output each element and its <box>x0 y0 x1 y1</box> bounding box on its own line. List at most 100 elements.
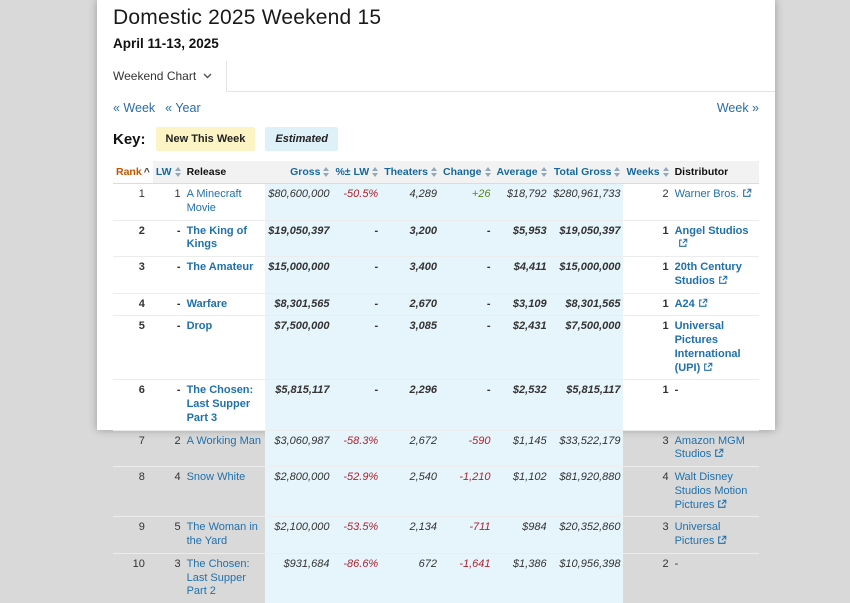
column-header-theaters[interactable]: Theaters <box>381 161 440 184</box>
release-link[interactable]: Snow White <box>186 471 246 483</box>
distributor-link[interactable]: Universal Pictures International (UPI) <box>674 320 741 374</box>
weeks-cell: 1 <box>623 315 672 380</box>
release-link[interactable]: The Woman in the Yard <box>186 521 258 547</box>
weekend-box-office-table: Rank ^ LW Release Gross %± LW Theaters Ch… <box>113 161 759 603</box>
release-link[interactable]: A Working Man <box>186 434 261 447</box>
column-header-weeks[interactable]: Weeks <box>623 161 672 184</box>
column-header-rank[interactable]: Rank ^ <box>113 161 153 184</box>
total-gross-cell: $15,000,000 <box>549 256 624 293</box>
release-link[interactable]: The Chosen: Last Supper Part 2 <box>186 557 250 598</box>
change-cell: - <box>440 256 494 293</box>
key-legend: Key: New This Week Estimated <box>113 127 759 151</box>
distributor-cell: Angel Studios <box>671 219 759 257</box>
distributor-link[interactable]: Angel Studios <box>675 225 749 251</box>
table-row: 1 1 A Minecraft Movie $80,600,000 -50.5%… <box>113 183 759 221</box>
distributor-cell: Universal Pictures International (UPI) <box>671 315 759 380</box>
release-link[interactable]: The King of Kings <box>186 224 248 251</box>
table-row: 9 5 The Woman in the Yard $2,100,000 -53… <box>113 516 759 554</box>
column-header-total-gross[interactable]: Total Gross <box>549 161 624 184</box>
sort-icon <box>372 167 379 178</box>
distributor-link[interactable]: Universal Pictures <box>675 521 728 547</box>
total-gross-cell: $20,352,860 <box>549 516 624 554</box>
table-row: 10 3 The Chosen: Last Supper Part 2 $931… <box>113 552 759 603</box>
rank-cell: 10 <box>113 552 153 603</box>
distributor-cell: Walt Disney Studios Motion Pictures <box>671 465 759 517</box>
key-badge-new-this-week: New This Week <box>155 127 256 151</box>
column-header-average[interactable]: Average <box>493 161 550 184</box>
tab-weekend-chart[interactable]: Weekend Chart <box>97 61 228 92</box>
change-cell: -711 <box>440 516 494 554</box>
theaters-cell: 3,200 <box>381 219 440 257</box>
total-gross-cell: $10,956,398 <box>549 552 624 603</box>
distributor-link[interactable]: A24 <box>675 298 708 310</box>
distributor-cell: Universal Pictures <box>671 516 759 554</box>
rank-cell: 4 <box>113 292 153 316</box>
release-link[interactable]: The Chosen: Last Supper Part 3 <box>186 384 254 424</box>
average-cell: $5,953 <box>493 219 550 257</box>
lw-cell: 3 <box>152 552 184 603</box>
release-cell: Drop <box>183 315 266 380</box>
release-cell: A Minecraft Movie <box>184 184 266 221</box>
distributor-link: - <box>674 557 679 570</box>
theaters-cell: 2,134 <box>381 516 440 554</box>
release-link[interactable]: Drop <box>186 320 213 333</box>
lw-cell: - <box>152 219 184 257</box>
chevron-down-icon <box>203 73 212 79</box>
gross-cell: $931,684 <box>265 552 333 603</box>
release-link[interactable]: A Minecraft Movie <box>186 188 242 214</box>
theaters-cell: 2,672 <box>381 429 440 467</box>
column-header-gross[interactable]: Gross <box>265 161 333 184</box>
pct-lw-cell: - <box>332 256 382 293</box>
lw-cell: 5 <box>152 516 184 554</box>
distributor-link[interactable]: Walt Disney Studios Motion Pictures <box>674 471 748 511</box>
column-header-lw[interactable]: LW <box>152 161 184 184</box>
theaters-cell: 4,289 <box>381 183 440 220</box>
external-link-icon <box>719 275 728 284</box>
release-cell: Snow White <box>183 465 266 517</box>
distributor-link[interactable]: 20th Century Studios <box>674 261 742 287</box>
release-link[interactable]: Warfare <box>186 297 228 310</box>
change-cell: - <box>440 315 494 380</box>
nav-week-forward-link[interactable]: Week » <box>716 101 759 115</box>
column-header-pct-lw[interactable]: %± LW <box>332 161 382 184</box>
theaters-cell: 2,540 <box>381 465 440 517</box>
distributor-cell: - <box>671 552 759 603</box>
release-link[interactable]: The Amateur <box>186 261 254 273</box>
distributor-link[interactable]: Warner Bros. <box>675 188 752 200</box>
change-cell: - <box>440 292 494 316</box>
theaters-cell: 3,400 <box>381 256 440 293</box>
rank-cell: 1 <box>138 188 145 200</box>
average-cell: $1,386 <box>493 552 550 603</box>
external-link-icon <box>718 535 727 544</box>
external-link-icon <box>704 362 713 371</box>
sort-icon <box>174 167 181 178</box>
external-link-icon <box>718 499 727 508</box>
release-cell: The Chosen: Last Supper Part 3 <box>183 379 266 430</box>
average-cell: $2,532 <box>493 379 550 430</box>
lw-cell: - <box>152 256 184 293</box>
sort-icon <box>662 167 669 178</box>
total-gross-cell: $5,815,117 <box>549 379 624 430</box>
gross-cell: $2,100,000 <box>265 516 333 554</box>
external-link-icon <box>678 238 687 248</box>
distributor-cell: Warner Bros. <box>672 184 759 221</box>
table-row: 6 - The Chosen: Last Supper Part 3 $5,81… <box>113 379 759 430</box>
theaters-cell: 2,670 <box>381 292 440 316</box>
weeks-cell: 2 <box>623 552 672 603</box>
theaters-cell: 3,085 <box>381 315 440 380</box>
column-header-change[interactable]: Change <box>440 161 494 184</box>
rank-cell: 5 <box>113 315 153 380</box>
column-header-distributor: Distributor <box>671 161 759 184</box>
lw-cell: - <box>152 292 184 316</box>
change-cell: -1,210 <box>440 465 494 517</box>
distributor-link[interactable]: Amazon MGM Studios <box>674 434 745 461</box>
pct-lw-cell: - <box>332 219 382 257</box>
pct-lw-cell: -58.3% <box>332 429 382 467</box>
nav-year-back-link[interactable]: « Year <box>165 101 201 115</box>
table-row: 8 4 Snow White $2,800,000 -52.9% 2,540 -… <box>113 465 759 517</box>
nav-week-back-link[interactable]: « Week <box>113 101 156 115</box>
gross-cell: $7,500,000 <box>265 315 333 380</box>
release-cell: The King of Kings <box>183 219 266 257</box>
gross-cell: $2,800,000 <box>265 465 333 517</box>
average-cell: $3,109 <box>493 292 550 316</box>
